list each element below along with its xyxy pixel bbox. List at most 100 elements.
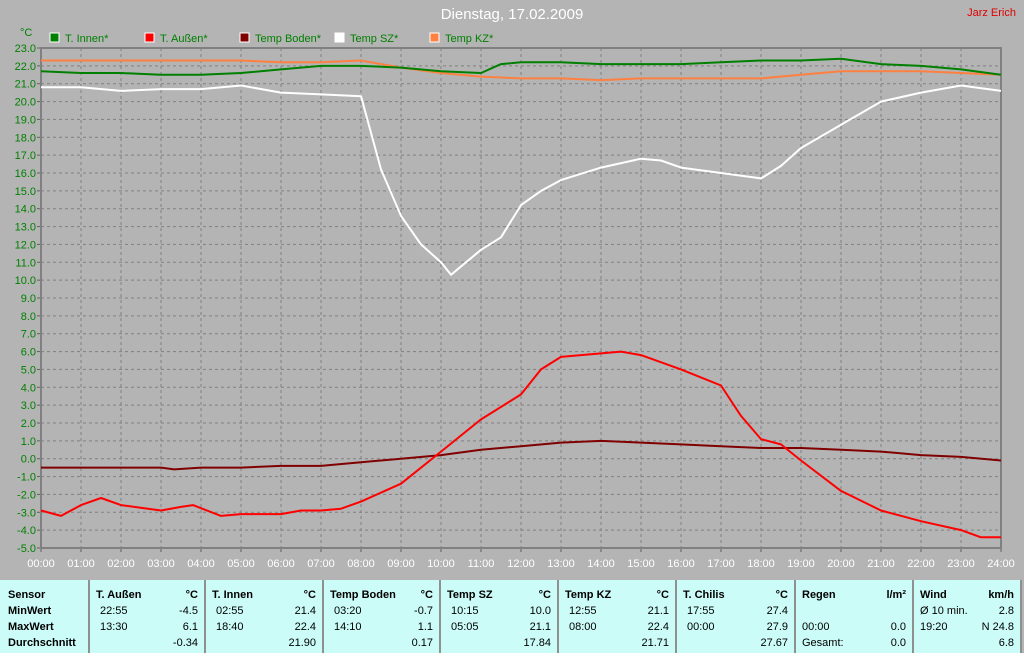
max-time: 14:10 (334, 621, 362, 633)
x-tick-label: 19:00 (787, 558, 815, 570)
stats-column: Temp SZ °C 10:15 10.0 05:05 21.1 17.84 (441, 580, 559, 653)
y-tick-label: 13.0 (15, 222, 36, 234)
y-tick-label: 0.0 (21, 454, 36, 466)
x-tick-label: 24:00 (987, 558, 1015, 570)
max-time: 18:40 (216, 621, 244, 633)
max-value: 27.9 (766, 621, 788, 633)
stats-column: T. Chilis °C 17:55 27.4 00:00 27.9 27.67 (677, 580, 796, 653)
stats-column: Regen l/m² 00:00 0.0 Gesamt: 0.0 (796, 580, 914, 653)
x-tick-label: 09:00 (387, 558, 415, 570)
x-tick-label: 06:00 (267, 558, 295, 570)
y-tick-label: 12.0 (15, 239, 36, 251)
y-tick-label: -2.0 (17, 489, 36, 501)
y-tick-label: -3.0 (17, 507, 36, 519)
stats-column-unit: °C (303, 589, 316, 601)
max-time: 00:00 (687, 621, 715, 633)
avg-value: 6.8 (998, 637, 1014, 649)
stats-column: Wind km/h Ø 10 min. 2.8 19:20 N 24.8 6.8 (914, 580, 1022, 653)
min-value: 21.1 (647, 605, 669, 617)
stats-column-name: Regen (802, 589, 836, 601)
y-tick-label: -5.0 (17, 543, 36, 555)
y-tick-label: 8.0 (21, 311, 36, 323)
series-line-t-innen (40, 57, 1002, 76)
stats-column-unit: °C (185, 589, 198, 601)
avg-value: -0.34 (172, 637, 198, 649)
y-tick-label: 23.0 (15, 43, 36, 55)
stats-column: Temp KZ °C 12:55 21.1 08:00 22.4 21.71 (559, 580, 677, 653)
stats-row-labels: Sensor MinWert MaxWert Durchschnitt (0, 580, 90, 653)
min-value: 27.4 (766, 605, 788, 617)
plot-frame (40, 47, 1002, 549)
y-tick-label: 1.0 (21, 436, 36, 448)
stats-column-name: Wind (920, 589, 947, 601)
legend-entry: Temp KZ* (445, 33, 494, 45)
y-tick-label: -4.0 (17, 525, 36, 537)
y-tick-label: 6.0 (21, 347, 36, 359)
min-time: 22:55 (100, 605, 128, 617)
max-time: 00:00 (802, 621, 830, 633)
legend-entry: T. Außen* (160, 33, 208, 45)
stats-column: Temp Boden °C 03:20 -0.7 14:10 1.1 0.17 (324, 580, 441, 653)
y-axis-label: °C (20, 27, 32, 39)
min-time: 02:55 (216, 605, 244, 617)
stats-column: T. Außen °C 22:55 -4.5 13:30 6.1 -0.34 (90, 580, 206, 653)
row-label-avg: Durchschnitt (8, 637, 76, 649)
stats-column: T. Innen °C 02:55 21.4 18:40 22.4 21.90 (206, 580, 324, 653)
min-time: 12:55 (569, 605, 597, 617)
row-label-min: MinWert (8, 605, 52, 617)
x-tick-label: 20:00 (827, 558, 855, 570)
min-value: 21.4 (294, 605, 316, 617)
avg-value: 21.71 (641, 637, 669, 649)
statistics-table: Sensor MinWert MaxWert Durchschnitt T. A… (0, 580, 1022, 653)
row-label-max: MaxWert (8, 621, 54, 633)
y-tick-label: 21.0 (15, 79, 36, 91)
x-tick-label: 03:00 (147, 558, 175, 570)
stats-column-unit: °C (775, 589, 788, 601)
y-tick-label: 2.0 (21, 418, 36, 430)
series-line-temp-sz (41, 84, 1002, 276)
x-tick-label: 16:00 (667, 558, 695, 570)
avg-value: 21.90 (288, 637, 316, 649)
y-tick-label: 5.0 (21, 364, 36, 376)
x-tick-label: 02:00 (107, 558, 135, 570)
min-time: 17:55 (687, 605, 715, 617)
stats-column-unit: km/h (988, 589, 1014, 601)
y-tick-label: 10.0 (15, 275, 36, 287)
x-tick-label: 21:00 (867, 558, 895, 570)
max-value: 22.4 (294, 621, 316, 633)
max-value: N 24.8 (981, 621, 1014, 633)
y-tick-label: 3.0 (21, 400, 36, 412)
avg-value: 0.0 (890, 637, 906, 649)
legend-entry: Temp Boden* (255, 33, 322, 45)
min-time: 10:15 (451, 605, 479, 617)
y-tick-label: 7.0 (21, 329, 36, 341)
max-time: 05:05 (451, 621, 479, 633)
x-tick-label: 00:00 (27, 558, 55, 570)
series-line-t-au-en (40, 350, 1001, 539)
x-tick-label: 01:00 (67, 558, 95, 570)
legend-swatch (144, 32, 155, 43)
stats-column-unit: l/m² (886, 589, 906, 601)
max-value: 21.1 (529, 621, 551, 633)
row-label-sensor: Sensor (8, 589, 46, 601)
y-tick-label: 15.0 (15, 186, 36, 198)
max-value: 6.1 (182, 621, 198, 633)
stats-column-name: Temp Boden (330, 589, 396, 601)
stats-column-unit: °C (420, 589, 433, 601)
x-tick-label: 23:00 (947, 558, 975, 570)
stats-column-name: Temp KZ (565, 589, 612, 601)
y-tick-label: -1.0 (17, 472, 36, 484)
x-tick-label: 17:00 (707, 558, 735, 570)
series-line-temp-boden (41, 439, 1002, 471)
legend-swatch (429, 32, 440, 43)
y-tick-label: 22.0 (15, 61, 36, 73)
stats-column-name: Temp SZ (447, 589, 493, 601)
min-time: 03:20 (334, 605, 362, 617)
series-line-temp-kz (41, 59, 1002, 82)
x-tick-label: 14:00 (587, 558, 615, 570)
max-value: 0.0 (890, 621, 906, 633)
max-value: 22.4 (647, 621, 669, 633)
y-tick-label: 17.0 (15, 150, 36, 162)
min-value: -0.7 (414, 605, 433, 617)
temperature-chart: 23.0 22.0 21.0 20.0 19.0 18.0 17.0 16.0 15.0 14.0… (15, 27, 1015, 570)
